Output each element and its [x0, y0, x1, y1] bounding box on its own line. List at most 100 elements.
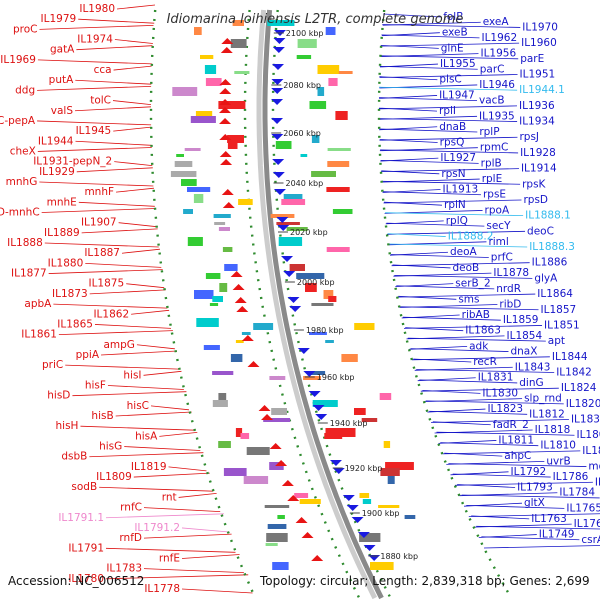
- forward-gene-label: cheX: [10, 145, 36, 157]
- reverse-gene-label: rpsJ: [519, 131, 539, 143]
- reverse-arrow: [315, 414, 328, 420]
- reverse-gene-block: [328, 296, 337, 302]
- reverse-gene-label: IL1936: [519, 100, 555, 112]
- left-leader-line: [115, 187, 155, 193]
- forward-gene-block: [238, 199, 253, 205]
- reverse-gene-label: IL1823: [487, 403, 523, 415]
- forward-gene-label: IL1791.2: [134, 522, 180, 534]
- forward-arrow: [295, 517, 308, 523]
- reverse-arrow: [271, 64, 284, 70]
- left-leader-line: [105, 574, 249, 580]
- forward-gene-label: dsbB: [61, 451, 87, 463]
- reverse-gene-block: [296, 273, 325, 279]
- left-leader-line: [39, 25, 154, 30]
- reverse-gene-label: plsC: [439, 74, 461, 86]
- forward-gene-block: [241, 332, 251, 335]
- reverse-gene-label: IL1792: [511, 466, 547, 478]
- right-leader-line: [454, 481, 593, 486]
- reverse-arrow: [346, 505, 359, 511]
- forward-gene-block: [264, 505, 290, 508]
- right-leader-line: [390, 254, 489, 258]
- kbp-tick-label: 2080 kbp: [283, 81, 321, 90]
- left-leader-line: [126, 283, 165, 289]
- reverse-gene-label: rpsK: [522, 178, 546, 190]
- reverse-gene-block: [327, 161, 350, 167]
- forward-arrow: [234, 297, 247, 303]
- reverse-arrow: [363, 545, 376, 551]
- reverse-arrow: [351, 517, 364, 523]
- forward-gene-block: [181, 179, 197, 186]
- right-leader-line: [407, 337, 546, 342]
- forward-gene-label: rnfD: [119, 532, 142, 544]
- reverse-gene-label: riml: [488, 236, 508, 248]
- forward-gene-block: [187, 187, 211, 192]
- reverse-gene-label: deoC: [527, 225, 554, 237]
- right-leader-line: [386, 230, 526, 235]
- reverse-gene-block: [323, 290, 334, 299]
- left-leader-line: [85, 262, 162, 268]
- forward-arrow: [222, 202, 235, 208]
- left-leader-line: [159, 432, 198, 437]
- forward-gene-label: ddg: [15, 84, 35, 96]
- reverse-gene-block: [275, 141, 292, 149]
- reverse-gene-label: IL1859: [503, 314, 539, 326]
- left-leader-line: [113, 65, 152, 71]
- right-leader-line: [381, 34, 480, 39]
- reverse-gene-label: IL1864: [537, 288, 573, 300]
- forward-gene-block: [269, 376, 286, 380]
- left-leader-line: [44, 242, 159, 248]
- forward-gene-block: [277, 515, 285, 519]
- accession-text: Accession: NC_006512: [8, 574, 145, 588]
- forward-gene-label: cca: [94, 64, 112, 76]
- genome-backbone: [262, 9, 384, 600]
- reverse-gene-block: [311, 171, 336, 177]
- reverse-gene-label: IL1818: [535, 424, 571, 436]
- reverse-gene-label: IL1843: [515, 361, 551, 373]
- reverse-gene-label: IL1863: [465, 325, 501, 337]
- right-leader-line: [442, 450, 581, 455]
- reverse-gene-block: [326, 187, 350, 192]
- forward-gene-label: IL1865: [57, 318, 93, 330]
- forward-arrow: [311, 555, 324, 561]
- forward-arrow: [220, 159, 233, 165]
- forward-gene-label: IL1979: [41, 13, 77, 25]
- forward-gene-label: IL1945: [76, 125, 112, 137]
- right-leader-line: [444, 452, 503, 457]
- reverse-gene-label: recR: [473, 356, 497, 368]
- left-leader-line: [37, 147, 152, 152]
- reverse-gene-label: IL1888.2: [448, 231, 494, 243]
- forward-gene-block: [196, 318, 219, 327]
- right-leader-line: [461, 494, 600, 499]
- forward-gene-label: IL1780: [68, 573, 104, 585]
- reverse-gene-label: IL1784.1: [595, 476, 600, 488]
- reverse-gene-label: IL1854: [507, 330, 543, 342]
- reverse-gene-label: IL1888.3: [529, 241, 575, 253]
- left-leader-line: [113, 126, 152, 132]
- reverse-gene-label: IL1970: [522, 21, 558, 33]
- reverse-gene-label: IL1956: [480, 48, 516, 60]
- reverse-gene-label: rplQ: [446, 215, 468, 227]
- forward-gene-block: [204, 65, 217, 74]
- forward-gene-label: priC: [42, 359, 63, 371]
- reverse-gene-block: [309, 332, 327, 335]
- reverse-gene-block: [361, 418, 378, 422]
- forward-arrow: [219, 107, 232, 113]
- forward-gene-label: rnfC: [120, 502, 142, 514]
- forward-gene-block: [222, 247, 233, 252]
- right-leader-line: [391, 262, 530, 267]
- reverse-gene-label: IL1947: [439, 89, 475, 101]
- reverse-arrow: [332, 468, 345, 474]
- reverse-gene-label: IL1811: [498, 434, 534, 446]
- forward-gene-label: IL1809: [96, 471, 132, 483]
- left-leader-line: [105, 547, 236, 553]
- kbp-tick-label: 1920 kbp: [345, 464, 383, 473]
- forward-gene-block: [176, 154, 184, 157]
- reverse-gene-block: [380, 468, 400, 476]
- left-leader-line: [136, 344, 175, 350]
- reverse-gene-label: IL1812: [529, 408, 565, 420]
- forward-gene-block: [224, 264, 238, 271]
- reverse-gene-label: IL1913: [443, 184, 479, 196]
- reverse-gene-block: [335, 111, 348, 120]
- reverse-gene-label: vacB: [479, 95, 505, 107]
- left-leader-line: [143, 533, 232, 539]
